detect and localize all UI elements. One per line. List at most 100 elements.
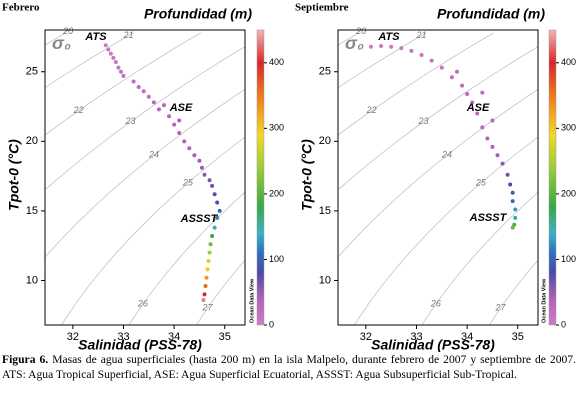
isopycnal-label: 22	[366, 105, 377, 115]
colorbar-tick-label: 100	[561, 254, 576, 264]
isopycnal-label: 21	[123, 30, 134, 40]
isopycnal-label: 25	[475, 177, 487, 187]
point	[510, 225, 515, 230]
x-axis-label: Salinidad (PSS-78)	[78, 337, 202, 352]
point	[202, 172, 207, 177]
point	[167, 114, 172, 119]
point	[495, 153, 500, 158]
point	[368, 44, 373, 49]
annotation: ATS	[377, 31, 400, 43]
point	[460, 83, 465, 88]
point	[208, 242, 213, 247]
figure: Febrero Profundidad (m) Tpot-0 (°C) Salinid…	[2, 2, 576, 353]
point	[399, 46, 404, 51]
isopycnal	[45, 46, 245, 191]
point	[204, 275, 209, 280]
isopycnal	[61, 136, 245, 325]
y-axis-label: Tpot-0 (°C)	[6, 139, 22, 211]
credit: Ocean Data View	[249, 278, 255, 323]
colorbar-tick-label: 100	[269, 254, 284, 264]
isopycnal-label: 21	[416, 30, 427, 40]
point	[465, 92, 470, 97]
credit: Ocean Data View	[541, 278, 547, 323]
point	[192, 153, 197, 158]
point	[475, 111, 480, 116]
colorbar-tick-label: 200	[561, 188, 576, 198]
colorbar-tick-label: 400	[269, 57, 284, 67]
point	[118, 69, 123, 74]
colorbar-tick-label: 300	[561, 123, 576, 133]
annotation: ASSST	[180, 213, 219, 225]
point	[151, 100, 156, 105]
caption-text: Masas de agua superficiales (hasta 200 m…	[2, 353, 576, 381]
point	[210, 183, 215, 188]
point	[199, 165, 204, 170]
isopycnal-symbol: σ₀	[345, 33, 364, 53]
point	[197, 158, 202, 163]
isopycnal-label: 26	[430, 299, 441, 309]
point	[207, 250, 212, 255]
isopycnal-symbol: σ₀	[52, 33, 71, 53]
point	[203, 284, 208, 289]
point	[508, 182, 513, 187]
point	[505, 172, 510, 177]
plot-frame	[337, 29, 539, 326]
x-tick-label: 35	[219, 331, 231, 343]
point	[156, 107, 161, 112]
isopycnal-label: 20	[355, 26, 366, 36]
plot-frame	[44, 29, 246, 326]
point	[136, 85, 141, 90]
point	[141, 89, 146, 94]
x-tick-label: 32	[360, 331, 372, 343]
point	[206, 258, 211, 263]
point	[389, 44, 394, 49]
caption-label: Figura 6.	[2, 353, 49, 366]
isopycnal-label: 24	[148, 150, 159, 160]
point	[161, 103, 166, 108]
y-tick-label: 25	[26, 66, 38, 78]
isopycnal-label: 23	[125, 116, 136, 126]
colorbar-tick-label: 300	[269, 123, 284, 133]
isopycnal-label: 22	[73, 105, 84, 115]
point	[207, 178, 212, 183]
point	[510, 199, 515, 204]
panel-label: Septiembre	[295, 2, 349, 14]
point	[116, 65, 121, 70]
annotation: ATS	[84, 31, 107, 43]
isopycnal-label: 23	[418, 116, 429, 126]
isopycnal	[196, 259, 245, 325]
isopycnal	[354, 136, 538, 325]
point	[202, 292, 207, 297]
point	[439, 65, 444, 70]
point	[454, 69, 459, 74]
y-axis-label: Tpot-0 (°C)	[299, 139, 315, 211]
isopycnal	[45, 32, 134, 88]
point	[217, 208, 222, 213]
point	[379, 44, 384, 49]
point	[201, 297, 206, 302]
isopycnal	[338, 32, 427, 88]
x-tick-label: 33	[117, 331, 129, 343]
point	[490, 118, 495, 123]
point	[480, 90, 485, 95]
point	[111, 55, 116, 60]
y-tick-label: 15	[26, 205, 38, 217]
y-tick-label: 25	[319, 66, 331, 78]
isopycnal	[338, 46, 538, 191]
point	[121, 73, 126, 78]
colorbar-tick-label: 400	[561, 57, 576, 67]
isopycnal-label: 25	[182, 177, 194, 187]
y-tick-label: 10	[26, 274, 38, 286]
y-tick-label: 20	[319, 135, 331, 147]
isopycnal	[489, 259, 538, 325]
isopycnal	[45, 32, 201, 136]
annotation: ASE	[466, 102, 490, 114]
chart-title: Profundidad (m)	[144, 6, 252, 22]
isopycnal-label: 26	[137, 299, 148, 309]
annotation: ASE	[169, 102, 193, 114]
point	[419, 53, 424, 58]
point	[513, 215, 518, 220]
isopycnal	[45, 88, 245, 258]
x-tick-label: 32	[67, 331, 79, 343]
colorbar	[256, 29, 265, 326]
